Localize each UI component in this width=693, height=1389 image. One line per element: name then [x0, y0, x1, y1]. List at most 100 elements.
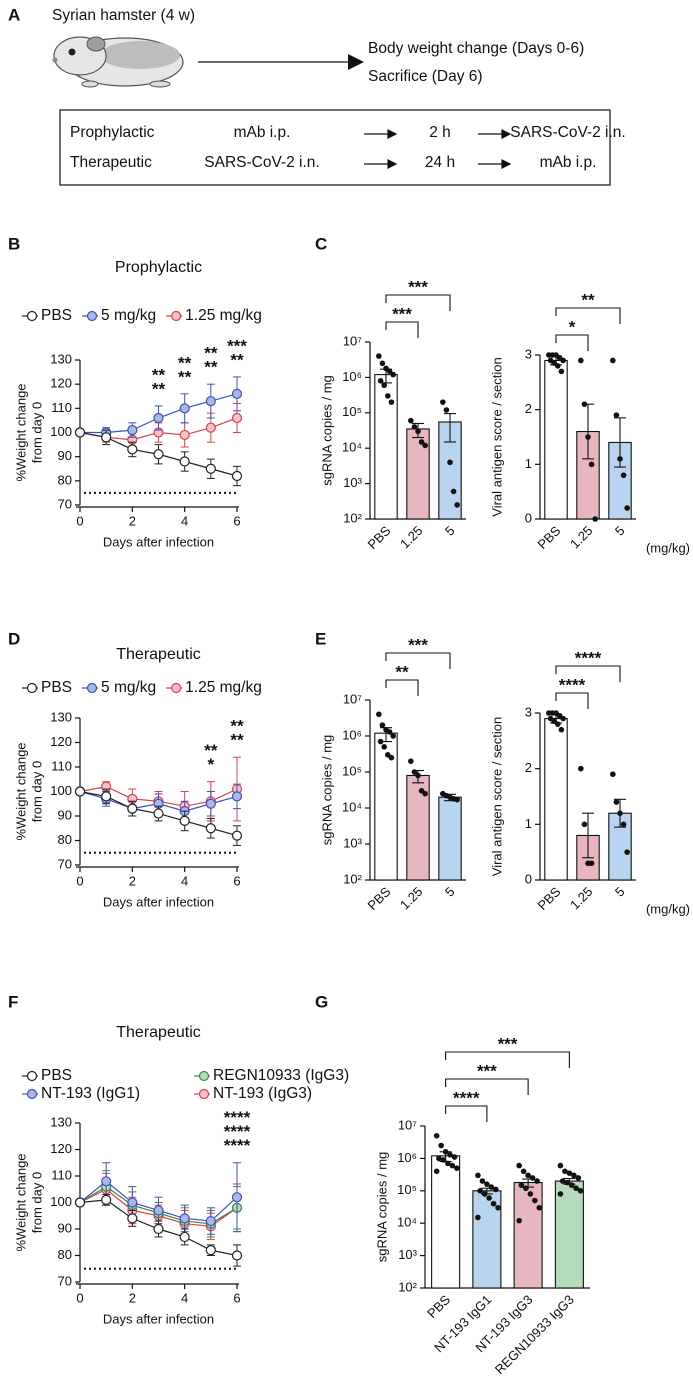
data-point	[564, 1179, 570, 1186]
data-point	[451, 1154, 458, 1160]
y-tick-label: 90	[58, 448, 72, 463]
marker	[101, 791, 112, 802]
significance: **	[204, 358, 218, 377]
legend-marker	[86, 682, 98, 694]
y-tick-label: 70	[58, 1273, 72, 1288]
data-point	[443, 407, 450, 413]
data-point	[495, 1204, 501, 1211]
y-axis-label: %Weight change	[13, 383, 28, 481]
marker	[205, 798, 216, 809]
outcome: Sacrifice (Day 6)	[368, 68, 483, 85]
marker	[179, 815, 190, 827]
significance: ****	[224, 1136, 251, 1155]
data-point	[493, 1186, 499, 1193]
data-point	[390, 371, 396, 378]
data-point	[558, 368, 565, 375]
marker	[179, 429, 190, 441]
schedule-cell: mAb i.p.	[234, 124, 291, 141]
data-point	[438, 1142, 444, 1149]
y-tick-label: 0	[525, 871, 532, 886]
data-point	[585, 434, 591, 440]
data-point	[568, 1182, 575, 1188]
y-axis-label: %Weight change	[13, 1153, 28, 1251]
y-tick-label: 80	[58, 832, 72, 847]
y-tick-label: 0	[525, 510, 532, 525]
bracket	[555, 307, 621, 324]
x-tick-label: 5	[442, 884, 458, 900]
significance: **	[178, 353, 192, 372]
bar	[554, 1180, 584, 1289]
panel-label: E	[315, 629, 326, 648]
x-tick-label: PBS	[535, 523, 564, 552]
hamster	[52, 36, 184, 88]
y-tick-label: 100	[50, 424, 72, 439]
data-point	[620, 472, 627, 479]
data-point	[518, 1182, 525, 1188]
significance: **	[152, 379, 166, 398]
legend-label: PBS	[41, 1067, 72, 1084]
data-point	[581, 821, 588, 828]
bar	[513, 1181, 543, 1289]
y-tick-label: 10⁴	[397, 1215, 417, 1230]
marker	[231, 791, 243, 802]
marker	[127, 803, 138, 814]
outcome: Body weight change (Days 0-6)	[368, 40, 584, 57]
bracket	[385, 679, 419, 696]
schedule-cell: SARS-CoV-2 i.n.	[510, 124, 625, 141]
data-point	[376, 711, 382, 718]
bracket	[385, 321, 419, 338]
bracket	[555, 665, 621, 682]
data-point	[559, 1178, 566, 1184]
data-point	[386, 368, 393, 374]
y-tick-label: 10⁵	[342, 404, 362, 419]
significance: ***	[392, 304, 412, 323]
data-point	[376, 353, 382, 359]
x-tick-label: 1.25	[567, 523, 596, 552]
y-tick-label: 10⁵	[342, 763, 362, 778]
marker	[153, 449, 164, 460]
data-point	[581, 401, 588, 408]
marker	[231, 1192, 243, 1203]
x-unit-label: (mg/kg)	[646, 901, 690, 916]
marker	[74, 1197, 86, 1208]
marker	[127, 424, 138, 436]
y-tick-label: 3	[525, 704, 532, 719]
data-point	[516, 1162, 522, 1169]
marker	[179, 1213, 190, 1224]
marker	[74, 427, 86, 438]
data-point	[481, 1191, 488, 1197]
significance: ****	[224, 1122, 251, 1141]
x-tick-label: 1.25	[397, 523, 426, 552]
y-axis-label: %Weight change	[13, 742, 28, 840]
chart-title: Prophylactic	[115, 259, 202, 276]
data-point	[436, 1155, 442, 1162]
data-point	[422, 790, 428, 797]
data-point	[575, 1175, 582, 1181]
significance: **	[152, 365, 166, 384]
x-tick-label: 4	[181, 513, 188, 528]
chart-title: Therapeutic	[116, 1024, 201, 1041]
marker	[231, 412, 243, 424]
data-point	[562, 1168, 568, 1175]
marker	[231, 388, 243, 399]
legend-marker	[171, 310, 182, 322]
data-point	[617, 456, 623, 462]
data-point	[388, 754, 395, 761]
schedule-cell: mAb i.p.	[540, 154, 597, 171]
data-point	[560, 357, 566, 364]
data-point	[408, 758, 414, 764]
marker	[205, 823, 216, 834]
x-tick-label: 4	[181, 873, 188, 888]
y-tick-label: 10⁶	[342, 369, 362, 384]
legend-marker	[86, 310, 98, 322]
data-point	[477, 1188, 483, 1194]
data-point	[386, 729, 393, 735]
x-tick-label: 2	[129, 513, 136, 528]
y-tick-label: 100	[50, 1194, 72, 1209]
significance: **	[204, 741, 218, 760]
data-point	[440, 1157, 447, 1163]
x-axis-label: Days after infection	[103, 1311, 214, 1326]
data-point	[617, 810, 623, 816]
y-tick-label: 10⁶	[397, 1150, 417, 1165]
panel-label: G	[315, 992, 328, 1011]
